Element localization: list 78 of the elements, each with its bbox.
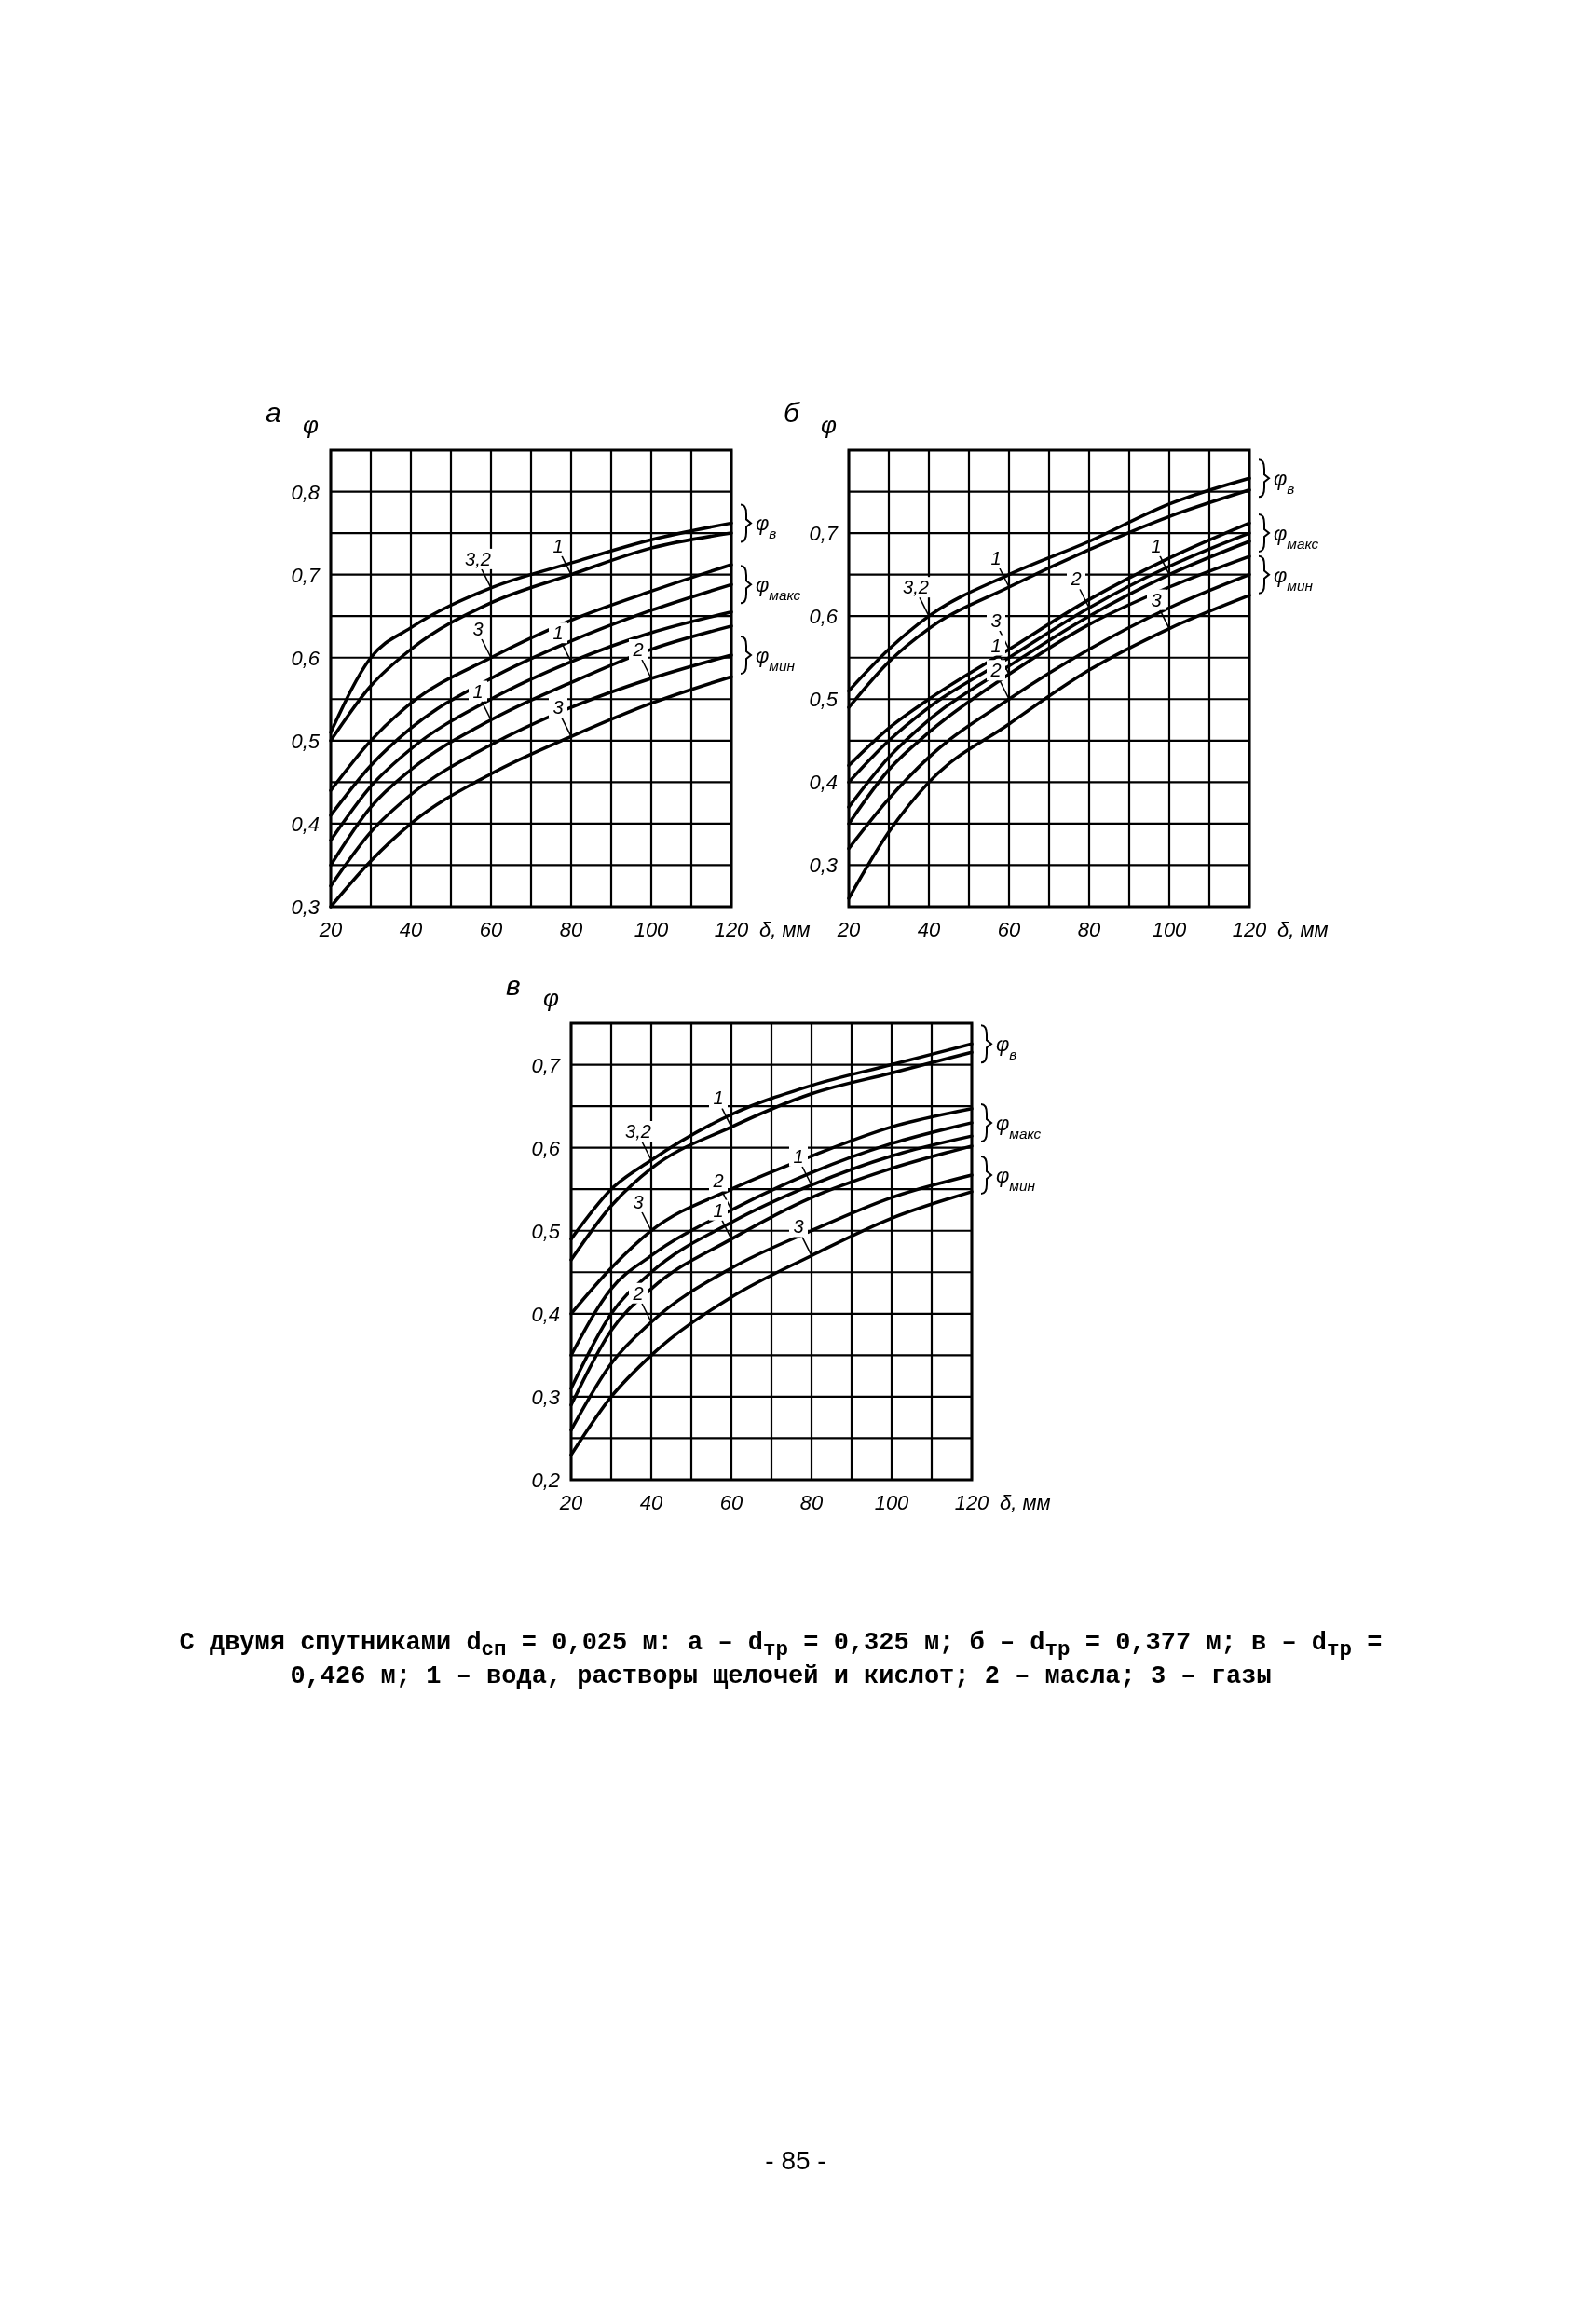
x-axis-title: δ, мм	[1277, 918, 1329, 941]
y-tick-label: 0,5	[531, 1219, 561, 1243]
x-tick-label: 40	[399, 918, 423, 941]
y-tick-label: 0,3	[531, 1385, 561, 1409]
y-tick-label: 0,4	[291, 812, 320, 836]
y-axis-title: φ	[303, 411, 319, 439]
y-tick-label: 0,2	[531, 1469, 560, 1492]
annotation: 3,2	[903, 577, 929, 598]
annotation: 2	[632, 1282, 644, 1304]
y-tick-label: 0,7	[809, 522, 839, 546]
x-axis-title: δ, мм	[1000, 1491, 1051, 1514]
annotation: 2	[712, 1170, 724, 1192]
x-tick-label: 60	[997, 918, 1021, 941]
annotation: 3	[552, 697, 564, 718]
y-tick-label: 0,5	[291, 729, 321, 753]
annotation: φ$_{мин}$	[1274, 563, 1314, 594]
annotation: 1	[552, 622, 564, 644]
y-tick-label: 0,7	[291, 563, 321, 587]
chart-title: в	[506, 970, 521, 1001]
y-tick-label: 0,4	[809, 771, 838, 795]
y-tick-label: 0,5	[809, 688, 839, 712]
text: - 85 -	[764, 2146, 827, 2176]
annotation: 3	[990, 609, 1002, 631]
annotation: φ$_{в}$	[1274, 467, 1295, 497]
annotation: φ$_{в}$	[756, 512, 777, 541]
annotation: φ$_{макс}$	[756, 573, 801, 603]
annotation: 1	[472, 680, 484, 702]
x-tick-label: 60	[479, 918, 503, 941]
y-tick-label: 0,6	[809, 605, 839, 629]
y-tick-label: 0,6	[531, 1136, 561, 1160]
x-tick-label: 80	[1077, 918, 1101, 941]
annotation: 3	[472, 618, 484, 639]
annotation: φ$_{мин}$	[756, 644, 796, 674]
x-tick-label: 80	[799, 1491, 824, 1514]
x-tick-label: 20	[558, 1491, 583, 1514]
annotation: 2	[1070, 568, 1082, 590]
annotation: 3,2	[625, 1121, 651, 1142]
y-axis-title: φ	[821, 411, 837, 439]
x-axis-title: δ, мм	[759, 918, 811, 941]
text: С двумя спутниками d$_{сп}$ = 0,025 м: а – d$_{тр}$ = 0,325 м; б – d$_{тр}$ = 0,377 м; в – d$_{тр}$ = 0,426 м; 1 – вода, растворы щелочей и кислот; 2 – масла; 3 – газы	[179, 1629, 1383, 1691]
x-tick-label: 120	[714, 918, 750, 941]
annotation: 1	[552, 535, 564, 556]
annotation: 1	[793, 1145, 804, 1167]
annotation: 3	[793, 1216, 804, 1238]
annotation: 1	[1151, 535, 1162, 556]
chart-title: б	[784, 397, 800, 428]
x-tick-label: 20	[836, 918, 861, 941]
x-tick-label: 100	[1152, 918, 1188, 941]
annotation: φ$_{в}$	[996, 1032, 1017, 1062]
annotation: φ$_{макс}$	[1274, 522, 1319, 552]
annotation: 2	[989, 660, 1002, 681]
annotation: φ$_{макс}$	[996, 1111, 1042, 1142]
x-tick-label: 80	[559, 918, 583, 941]
y-tick-label: 0,6	[291, 646, 321, 670]
x-tick-label: 20	[318, 918, 343, 941]
x-tick-label: 100	[874, 1491, 910, 1514]
x-tick-label: 100	[634, 918, 670, 941]
y-tick-label: 0,7	[531, 1053, 561, 1077]
x-tick-label: 120	[1232, 918, 1268, 941]
x-tick-label: 120	[954, 1491, 990, 1514]
annotation: 1	[990, 548, 1002, 568]
x-tick-label: 40	[917, 918, 941, 941]
chart-title: а	[266, 397, 281, 428]
annotation: 1	[713, 1087, 724, 1109]
annotation: 3,2	[465, 548, 491, 569]
annotation: φ$_{мин}$	[996, 1164, 1036, 1194]
y-tick-label: 0,4	[531, 1302, 560, 1326]
annotation: 2	[632, 639, 644, 660]
y-tick-label: 0,3	[291, 896, 321, 919]
y-axis-title: φ	[543, 984, 559, 1012]
annotation: 1	[990, 635, 1002, 656]
annotation: 3	[1151, 589, 1162, 610]
annotation: 1	[713, 1199, 724, 1221]
x-tick-label: 40	[639, 1491, 663, 1514]
y-tick-label: 0,3	[809, 854, 839, 878]
annotation: 3	[633, 1191, 644, 1212]
y-tick-label: 0,8	[291, 480, 321, 504]
x-tick-label: 60	[719, 1491, 743, 1514]
